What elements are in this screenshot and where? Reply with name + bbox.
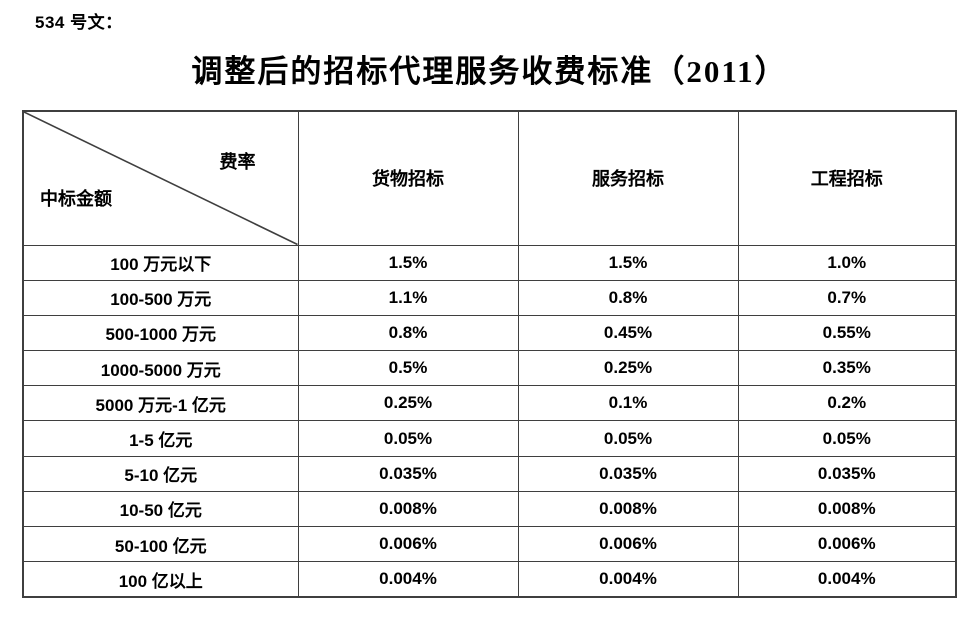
column-header-goods-bidding: 货物招标 (297, 110, 519, 246)
table-row: 100 万元以下 1.5% 1.5% 1.0% (22, 244, 957, 281)
column-header-service-bidding: 服务招标 (517, 110, 739, 246)
diagonal-line (24, 112, 298, 245)
cell-value: 0.55% (737, 314, 957, 352)
cell-value: 0.008% (517, 490, 739, 528)
table-row: 5000 万元-1 亿元 0.25% 0.1% 0.2% (22, 385, 957, 422)
cell-value: 0.8% (297, 314, 519, 352)
cell-value: 0.006% (737, 525, 957, 563)
row-label: 100 亿以上 (22, 561, 299, 598)
cell-value: 0.035% (517, 455, 739, 492)
cell-value: 0.2% (737, 385, 957, 422)
cell-value: 0.8% (517, 279, 739, 316)
cell-value: 1.1% (297, 279, 519, 316)
cell-value: 0.008% (737, 490, 957, 528)
table-row: 1-5 亿元 0.05% 0.05% 0.05% (22, 420, 957, 457)
cell-value: 0.05% (517, 420, 739, 457)
row-label: 500-1000 万元 (22, 314, 299, 352)
corner-label-fee-rate: 费率 (219, 152, 256, 172)
cell-value: 0.006% (517, 525, 739, 563)
corner-label-bid-amount: 中标金额 (40, 188, 112, 209)
table-row: 1000-5000 万元 0.5% 0.25% 0.35% (22, 350, 957, 387)
cell-value: 0.25% (297, 385, 519, 422)
cell-value: 0.25% (517, 350, 739, 387)
corner-cell: 费率 中标金额 (22, 110, 299, 246)
row-label: 100-500 万元 (22, 279, 299, 316)
cell-value: 1.5% (297, 244, 519, 281)
cell-value: 1.5% (517, 244, 739, 281)
cell-value: 0.004% (737, 561, 957, 598)
cell-value: 0.1% (517, 385, 739, 422)
row-label: 10-50 亿元 (22, 490, 299, 528)
cell-value: 0.004% (297, 561, 519, 598)
page-title: 调整后的招标代理服务收费标准（2011） (191, 54, 788, 89)
row-label: 5000 万元-1 亿元 (22, 385, 299, 422)
table-row: 50-100 亿元 0.006% 0.006% 0.006% (22, 525, 957, 563)
column-header-engineering-bidding: 工程招标 (737, 110, 957, 246)
row-label: 5-10 亿元 (22, 455, 299, 492)
row-label: 1-5 亿元 (22, 420, 299, 457)
cell-value: 0.45% (517, 314, 739, 352)
cell-value: 0.35% (737, 350, 957, 387)
table-row: 5-10 亿元 0.035% 0.035% 0.035% (22, 455, 957, 492)
header-row: 费率 中标金额 货物招标 服务招标 工程招标 (22, 110, 957, 246)
doc-number-label: 534 号文： (35, 13, 123, 32)
cell-value: 0.006% (297, 525, 519, 563)
cell-value: 0.5% (297, 350, 519, 387)
cell-value: 0.035% (297, 455, 519, 492)
cell-value: 0.004% (517, 561, 739, 598)
table-row: 100 亿以上 0.004% 0.004% 0.004% (22, 561, 957, 598)
cell-value: 0.008% (297, 490, 519, 528)
cell-value: 0.035% (737, 455, 957, 492)
cell-value: 0.05% (737, 420, 957, 457)
row-label: 1000-5000 万元 (22, 350, 299, 387)
table-row: 10-50 亿元 0.008% 0.008% 0.008% (22, 490, 957, 528)
fee-table: 费率 中标金额 货物招标 服务招标 工程招标 100 万元以下 1.5% 1.5… (22, 110, 957, 598)
table-row: 500-1000 万元 0.8% 0.45% 0.55% (22, 314, 957, 352)
table-row: 100-500 万元 1.1% 0.8% 0.7% (22, 279, 957, 316)
cell-value: 0.05% (297, 420, 519, 457)
row-label: 50-100 亿元 (22, 525, 299, 563)
row-label: 100 万元以下 (22, 244, 299, 281)
cell-value: 1.0% (737, 244, 957, 281)
cell-value: 0.7% (737, 279, 957, 316)
